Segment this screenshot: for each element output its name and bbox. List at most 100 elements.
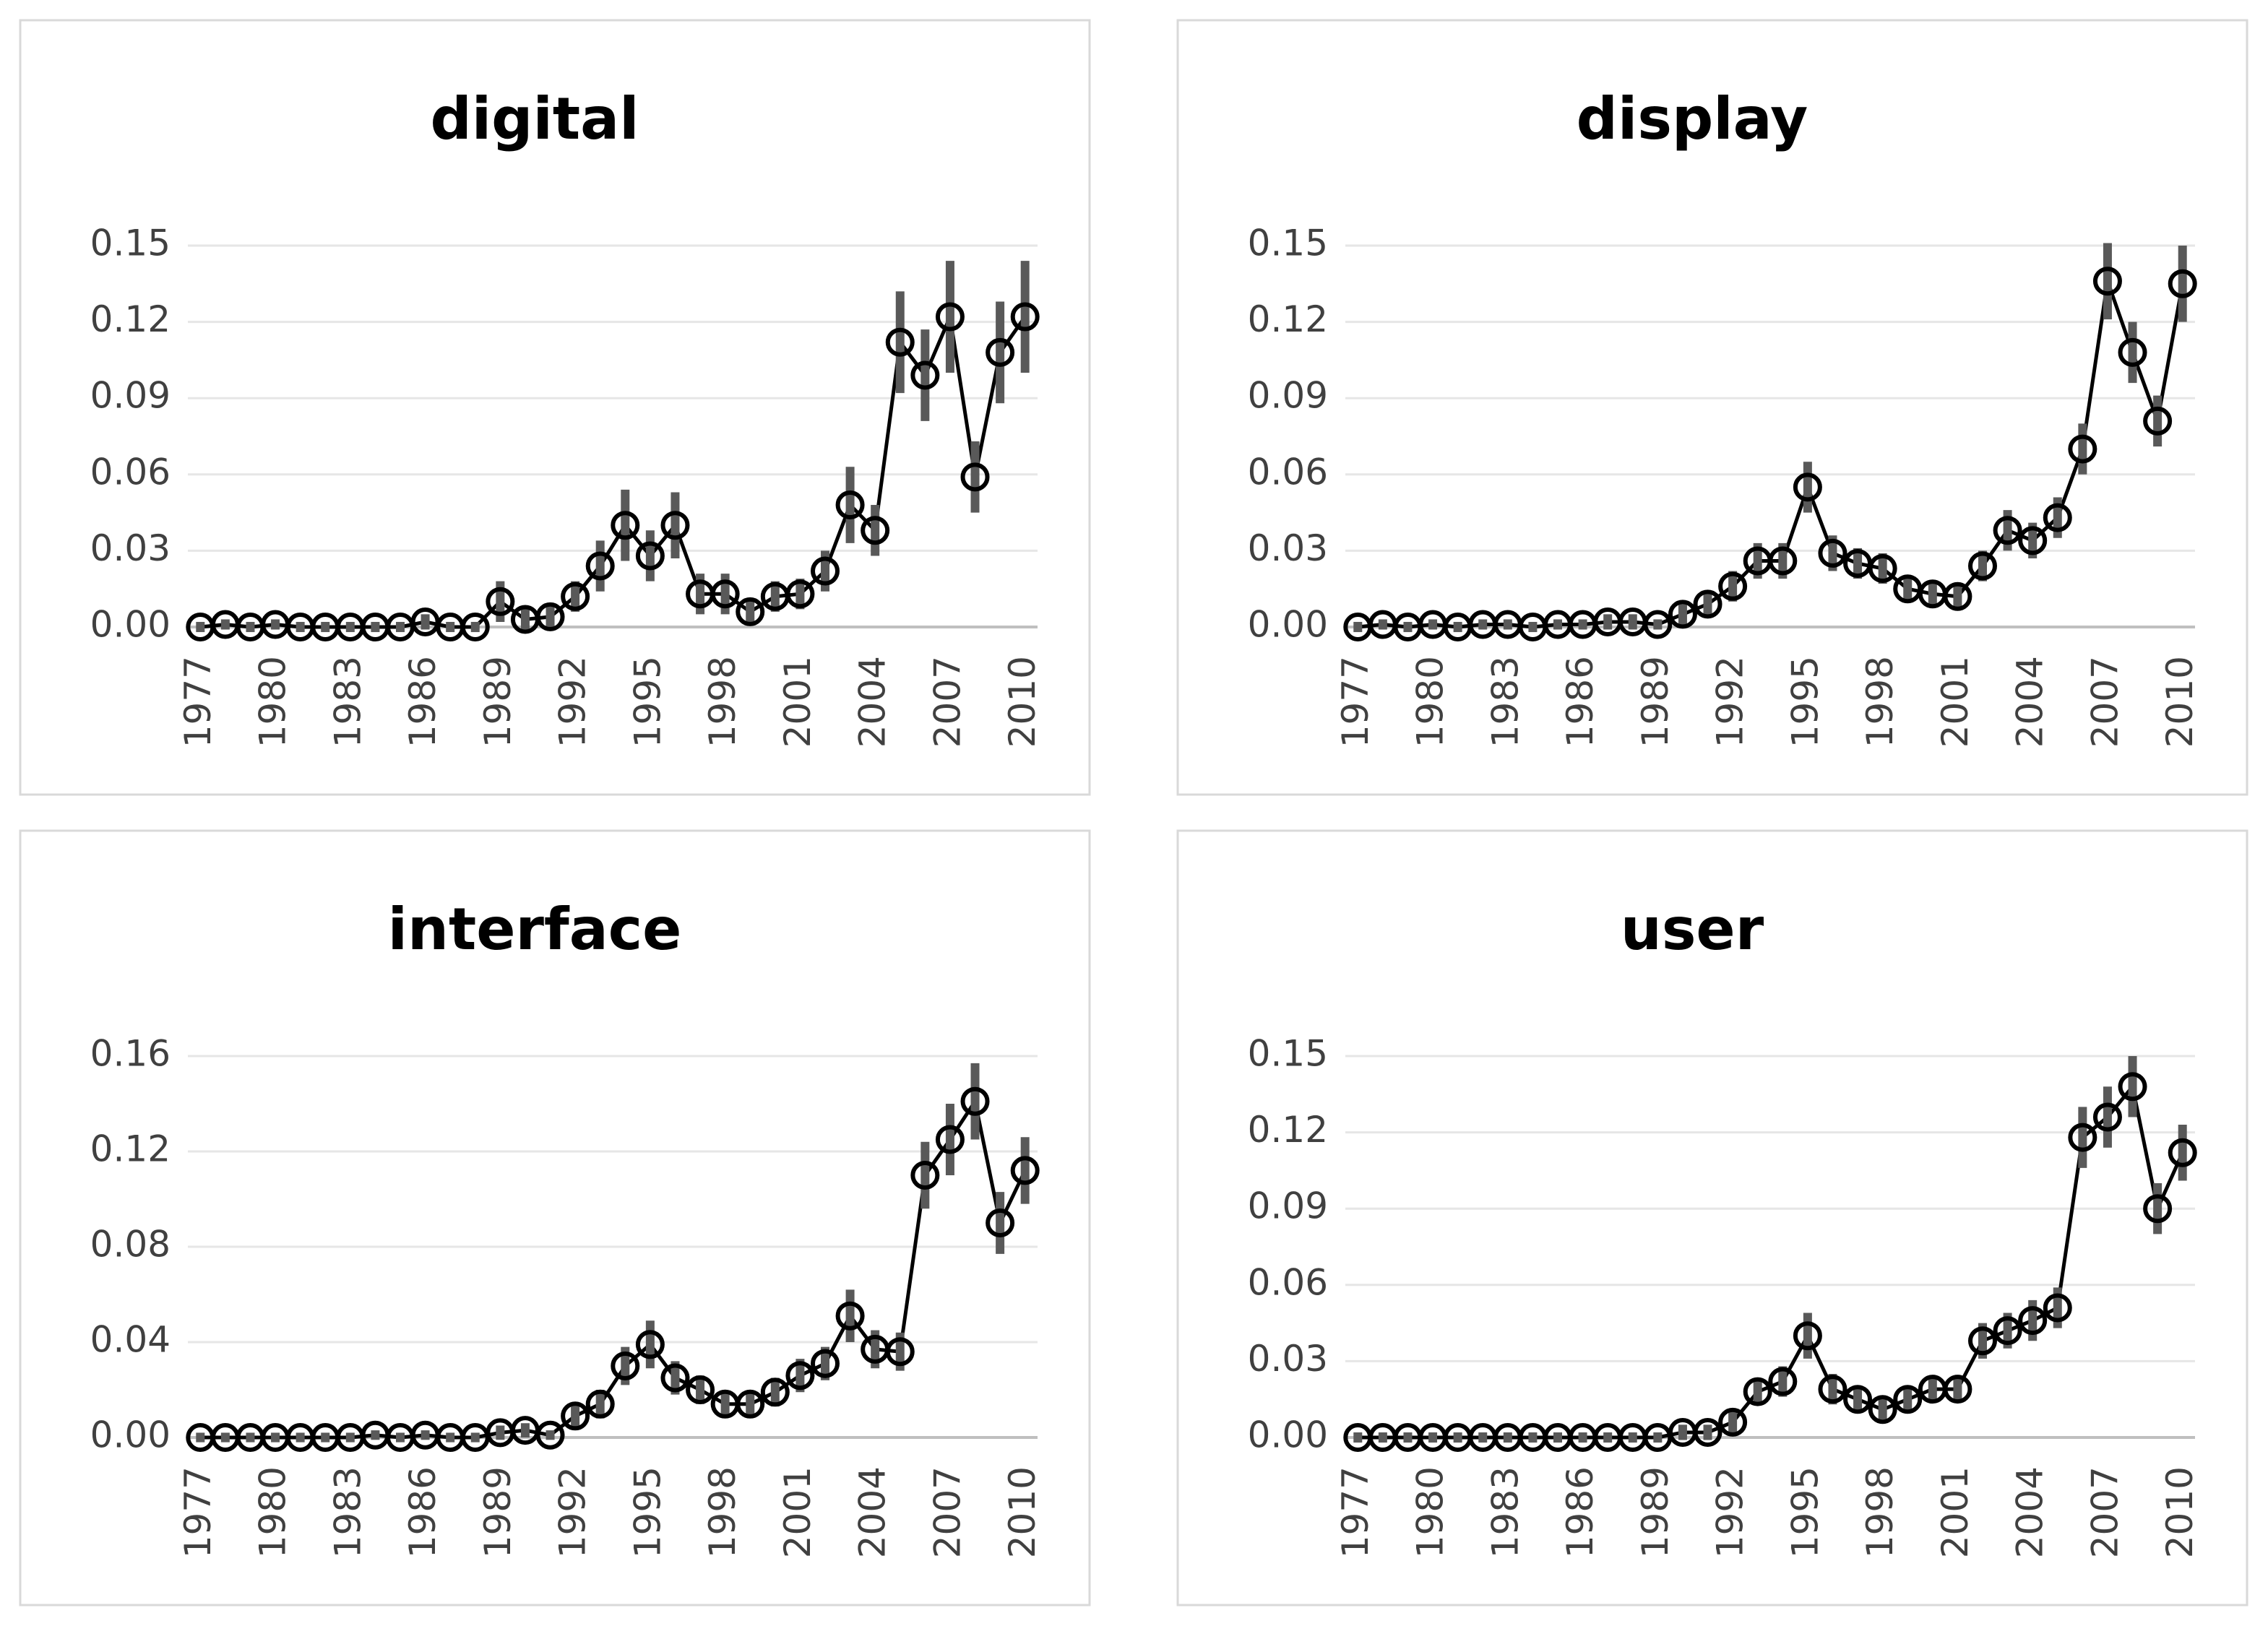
x-tick-label: 2010 bbox=[1001, 1466, 1043, 1558]
data-point bbox=[2143, 1194, 2173, 1224]
data-point bbox=[1943, 581, 1972, 611]
x-tick-label: 1989 bbox=[477, 1466, 519, 1558]
data-point bbox=[1768, 1367, 1798, 1396]
y-tick-label: 0.09 bbox=[90, 375, 171, 417]
chart-title: display bbox=[1577, 85, 1808, 152]
x-tick-label: 2001 bbox=[1934, 656, 1976, 748]
y-tick-label: 0.00 bbox=[1248, 1414, 1328, 1456]
x-tick-label: 2004 bbox=[852, 1466, 894, 1558]
data-point bbox=[1818, 538, 1847, 568]
data-point bbox=[885, 327, 915, 357]
data-point bbox=[960, 462, 990, 492]
x-tick-label: 1992 bbox=[552, 656, 594, 748]
data-point bbox=[736, 597, 765, 626]
x-tick-label: 1989 bbox=[1634, 1466, 1676, 1558]
x-tick-label: 1983 bbox=[1484, 656, 1526, 748]
data-point bbox=[2092, 267, 2122, 296]
data-point bbox=[660, 511, 690, 540]
data-point bbox=[686, 1375, 715, 1404]
x-tick-label: 1980 bbox=[252, 1466, 294, 1558]
x-tick-label: 1998 bbox=[702, 1466, 743, 1558]
data-point bbox=[861, 516, 890, 545]
x-tick-label: 1983 bbox=[327, 1466, 368, 1558]
data-point bbox=[1693, 1417, 1722, 1447]
data-point bbox=[561, 581, 590, 611]
data-point bbox=[635, 1330, 665, 1359]
x-tick-label: 1977 bbox=[177, 656, 219, 748]
chart-title: digital bbox=[430, 85, 639, 152]
y-tick-label: 0.15 bbox=[1248, 222, 1328, 264]
x-tick-label: 1998 bbox=[1859, 656, 1901, 748]
chart-panel: interface 0.00 0.04 0.08 0.12 0.16 1977 1980 198… bbox=[19, 829, 1091, 1606]
x-tick-label: 1995 bbox=[1784, 656, 1826, 748]
data-point bbox=[935, 1125, 965, 1154]
y-tick-label: 0.03 bbox=[1248, 1338, 1328, 1380]
chart-panel: user 0.00 0.03 0.06 0.09 0.12 0.15 1977 1980 1983… bbox=[1176, 829, 2248, 1606]
data-point bbox=[535, 1420, 565, 1450]
data-point bbox=[1968, 551, 1997, 581]
x-tick-label: 2010 bbox=[2159, 656, 2201, 748]
x-tick-label: 2004 bbox=[852, 656, 894, 748]
data-point bbox=[2068, 1123, 2097, 1152]
y-tick-label: 0.00 bbox=[1248, 604, 1328, 646]
data-point bbox=[611, 1352, 640, 1380]
x-tick-label: 2010 bbox=[2159, 1466, 2201, 1558]
panel-border bbox=[1176, 19, 2248, 796]
data-point bbox=[561, 1401, 590, 1431]
x-tick-label: 1977 bbox=[1335, 656, 1376, 748]
x-tick-label: 1983 bbox=[1484, 1466, 1526, 1558]
data-point bbox=[910, 1161, 940, 1190]
data-point bbox=[2018, 526, 2048, 555]
x-tick-label: 1980 bbox=[1410, 1466, 1452, 1558]
chart-title: interface bbox=[388, 896, 682, 963]
data-point bbox=[885, 1337, 915, 1367]
y-tick-label: 0.12 bbox=[90, 1128, 171, 1170]
data-point bbox=[1868, 1395, 1897, 1424]
x-tick-label: 2001 bbox=[1934, 1466, 1976, 1558]
y-tick-label: 0.08 bbox=[90, 1224, 171, 1266]
data-point bbox=[2168, 269, 2197, 298]
panel-border bbox=[19, 829, 1091, 1606]
data-point bbox=[460, 613, 490, 641]
x-tick-label: 1992 bbox=[552, 1466, 594, 1558]
data-point bbox=[1693, 589, 1722, 619]
data-point bbox=[1768, 546, 1798, 576]
data-point bbox=[2092, 1102, 2122, 1132]
y-tick-label: 0.12 bbox=[90, 298, 171, 340]
data-point bbox=[1993, 1316, 2022, 1346]
y-tick-label: 0.16 bbox=[90, 1033, 171, 1075]
y-tick-label: 0.12 bbox=[1248, 298, 1328, 340]
x-tick-label: 2007 bbox=[2084, 656, 2126, 748]
x-tick-label: 1986 bbox=[1559, 1466, 1601, 1558]
data-point bbox=[1868, 554, 1897, 584]
x-tick-label: 1998 bbox=[702, 656, 743, 748]
data-point bbox=[935, 302, 965, 332]
data-point bbox=[736, 1389, 765, 1419]
y-tick-label: 0.00 bbox=[90, 604, 171, 646]
data-point bbox=[1718, 571, 1748, 601]
data-point bbox=[2018, 1306, 2048, 1336]
chart-panel: digital 0.00 0.03 0.06 0.09 0.12 0.15 1977 1980 1… bbox=[19, 19, 1091, 796]
data-point bbox=[2118, 337, 2147, 367]
x-tick-label: 1995 bbox=[626, 1466, 668, 1558]
data-point bbox=[2143, 406, 2173, 436]
x-tick-label: 2007 bbox=[2084, 1466, 2126, 1558]
x-tick-label: 2004 bbox=[2009, 656, 2051, 748]
chart-title: user bbox=[1621, 896, 1764, 963]
data-point bbox=[785, 579, 815, 609]
x-tick-label: 1977 bbox=[1335, 1466, 1376, 1558]
x-tick-label: 1983 bbox=[327, 656, 368, 748]
x-tick-label: 1998 bbox=[1859, 1466, 1901, 1558]
data-point bbox=[1743, 1377, 1772, 1406]
data-point bbox=[910, 360, 940, 390]
panel-border bbox=[1176, 829, 2248, 1606]
data-point bbox=[785, 1361, 815, 1391]
data-point bbox=[2043, 503, 2072, 532]
data-point bbox=[1668, 600, 1697, 629]
x-tick-label: 2007 bbox=[926, 656, 968, 748]
y-tick-label: 0.06 bbox=[1248, 1261, 1328, 1303]
x-tick-label: 1980 bbox=[252, 656, 294, 748]
y-tick-label: 0.04 bbox=[90, 1319, 171, 1361]
data-point bbox=[835, 490, 865, 520]
